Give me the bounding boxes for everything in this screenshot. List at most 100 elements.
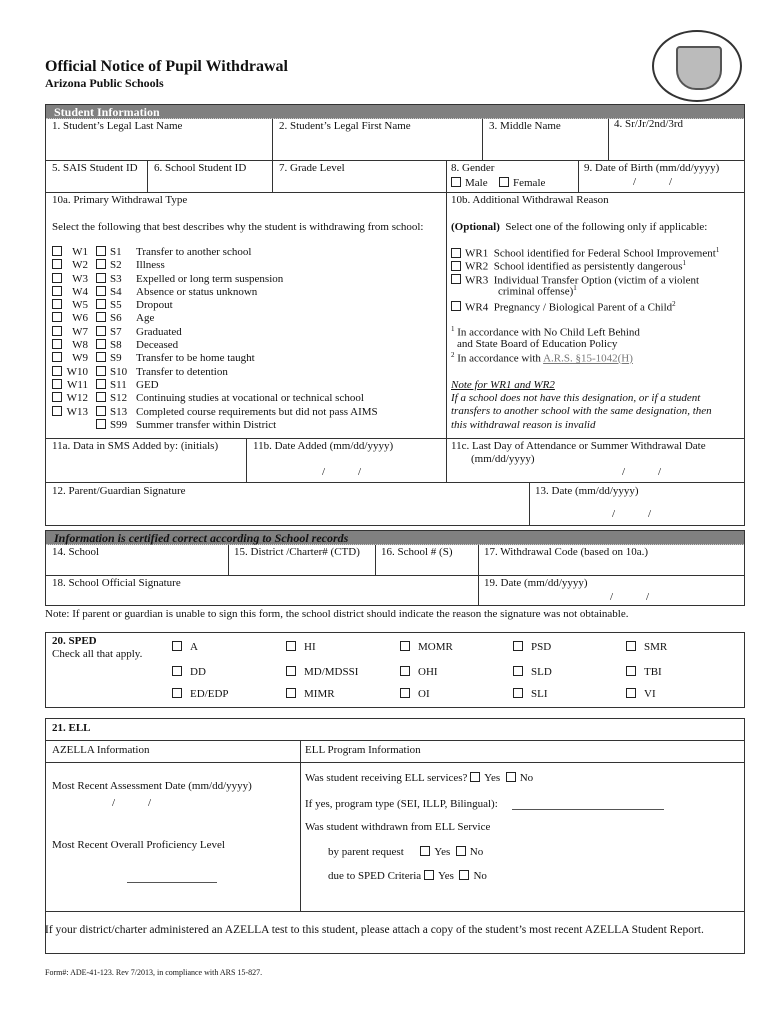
sped-option[interactable]: ED/EDP bbox=[172, 688, 229, 700]
s-option[interactable]: S2 Illness bbox=[96, 259, 378, 272]
checkbox[interactable] bbox=[513, 688, 523, 698]
suffix-field[interactable]: 4. Sr/Jr/2nd/3rd bbox=[614, 118, 684, 130]
gender-male-option[interactable]: Male bbox=[451, 177, 488, 189]
w-option[interactable]: W10 bbox=[52, 365, 92, 379]
ell-services-no-checkbox[interactable] bbox=[505, 772, 516, 782]
withdrawal-code-field[interactable]: 17. Withdrawal Code (based on 10a.) bbox=[484, 546, 649, 558]
checkbox[interactable] bbox=[52, 312, 62, 323]
assessment-date-field[interactable]: / / bbox=[112, 797, 152, 809]
sped-option[interactable]: SMR bbox=[626, 641, 667, 653]
sped-option[interactable]: TBI bbox=[626, 666, 662, 678]
checkbox[interactable] bbox=[96, 418, 106, 429]
s-option[interactable]: S4 Absence or status unknown bbox=[96, 285, 378, 299]
program-type-field[interactable] bbox=[512, 809, 664, 810]
school-id-field[interactable]: 6. School Student ID bbox=[154, 162, 247, 174]
checkbox[interactable] bbox=[52, 378, 62, 389]
s-option[interactable]: S9 Transfer to be home taught bbox=[96, 352, 378, 365]
checkbox[interactable] bbox=[286, 666, 296, 676]
parent-signature-field[interactable]: 12. Parent/Guardian Signature bbox=[52, 485, 186, 497]
wr-option[interactable]: WR4 Pregnancy / Biological Parent of a C… bbox=[451, 298, 719, 313]
sais-id-field[interactable]: 5. SAIS Student ID bbox=[52, 162, 138, 174]
w-option[interactable]: W7 bbox=[52, 325, 92, 339]
s-option[interactable]: S99 Summer transfer within District bbox=[96, 418, 378, 432]
school-number-field[interactable]: 16. School # (S) bbox=[381, 546, 453, 558]
middle-name-field[interactable]: 3. Middle Name bbox=[489, 120, 561, 132]
checkbox[interactable] bbox=[451, 274, 461, 285]
school-field[interactable]: 14. School bbox=[52, 546, 100, 558]
ars-link[interactable]: A.R.S. §15-1042(H) bbox=[543, 352, 633, 365]
checkbox[interactable] bbox=[52, 272, 62, 283]
ell-services-yes-checkbox[interactable] bbox=[470, 772, 481, 782]
w-option[interactable]: W2 bbox=[52, 259, 92, 272]
checkbox[interactable] bbox=[52, 405, 62, 416]
checkbox[interactable] bbox=[172, 666, 182, 676]
grade-level-field[interactable]: 7. Grade Level bbox=[279, 162, 345, 174]
date-added-field[interactable]: 11b. Date Added (mm/dd/yyyy) bbox=[253, 440, 394, 452]
s-option[interactable]: S1 Transfer to another school bbox=[96, 246, 378, 259]
checkbox[interactable] bbox=[52, 339, 62, 350]
sped-yes-checkbox[interactable] bbox=[423, 870, 434, 880]
sped-option[interactable]: MOMR bbox=[400, 641, 453, 653]
wr-option[interactable]: WR2 School identified as persistently da… bbox=[451, 257, 719, 273]
w-option[interactable]: W13 bbox=[52, 405, 92, 419]
s-option[interactable]: S12 Continuing studies at vocational or t… bbox=[96, 392, 378, 405]
dob-field[interactable]: / / bbox=[633, 176, 673, 188]
s-option[interactable]: S6 Age bbox=[96, 312, 378, 325]
checkbox[interactable] bbox=[96, 246, 106, 256]
gender-female-option[interactable]: Female bbox=[499, 177, 545, 189]
checkbox[interactable] bbox=[96, 325, 106, 336]
sms-added-by-field[interactable]: 11a. Data in SMS Added by: (initials) bbox=[52, 440, 219, 452]
w-option[interactable]: W9 bbox=[52, 352, 92, 365]
checkbox[interactable] bbox=[626, 688, 636, 698]
checkbox[interactable] bbox=[172, 688, 182, 698]
checkbox[interactable] bbox=[400, 641, 410, 651]
checkbox[interactable] bbox=[513, 641, 523, 651]
last-attendance-field[interactable]: 11c. Last Day of Attendance or Summer Wi… bbox=[451, 440, 706, 452]
checkbox[interactable] bbox=[513, 666, 523, 676]
sped-option[interactable]: OHI bbox=[400, 666, 438, 678]
w-option[interactable]: W4 bbox=[52, 285, 92, 299]
sped-option[interactable]: SLD bbox=[513, 666, 552, 678]
checkbox[interactable] bbox=[172, 641, 182, 651]
sped-option[interactable]: MIMR bbox=[286, 688, 335, 700]
checkbox[interactable] bbox=[451, 177, 461, 187]
checkbox[interactable] bbox=[52, 259, 62, 270]
checkbox[interactable] bbox=[52, 392, 62, 403]
checkbox[interactable] bbox=[96, 259, 106, 270]
checkbox[interactable] bbox=[96, 312, 106, 323]
checkbox[interactable] bbox=[451, 301, 461, 312]
sped-option[interactable]: SLI bbox=[513, 688, 548, 700]
official-signature-field[interactable]: 18. School Official Signature bbox=[52, 577, 181, 589]
w-option[interactable]: W6 bbox=[52, 312, 92, 325]
checkbox[interactable] bbox=[626, 641, 636, 651]
sped-option[interactable]: DD bbox=[172, 666, 206, 678]
checkbox[interactable] bbox=[499, 177, 509, 187]
checkbox[interactable] bbox=[52, 352, 62, 363]
sped-option[interactable]: A bbox=[172, 641, 198, 653]
checkbox[interactable] bbox=[626, 666, 636, 676]
checkbox[interactable] bbox=[96, 392, 106, 403]
checkbox[interactable] bbox=[52, 246, 62, 256]
checkbox[interactable] bbox=[96, 378, 106, 389]
sped-no-checkbox[interactable] bbox=[459, 870, 470, 880]
proficiency-field[interactable] bbox=[127, 882, 217, 883]
w-option[interactable]: W8 bbox=[52, 339, 92, 352]
official-date-field[interactable]: 19. Date (mm/dd/yyyy) bbox=[484, 577, 588, 589]
checkbox[interactable] bbox=[96, 365, 106, 376]
sped-option[interactable]: HI bbox=[286, 641, 316, 653]
checkbox[interactable] bbox=[96, 285, 106, 296]
sped-option[interactable]: VI bbox=[626, 688, 656, 700]
first-name-field[interactable]: 2. Student’s Legal First Name bbox=[279, 120, 411, 132]
s-option[interactable]: S8 Deceased bbox=[96, 339, 378, 352]
checkbox[interactable] bbox=[451, 247, 461, 258]
w-option[interactable]: W3 bbox=[52, 272, 92, 286]
wr-option[interactable]: WR1 School identified for Federal School… bbox=[451, 244, 719, 260]
w-option[interactable]: W11 bbox=[52, 378, 92, 392]
checkbox[interactable] bbox=[96, 272, 106, 283]
checkbox[interactable] bbox=[96, 352, 106, 363]
s-option[interactable]: S5 Dropout bbox=[96, 299, 378, 312]
parent-date-field[interactable]: 13. Date (mm/dd/yyyy) bbox=[535, 485, 639, 497]
last-name-field[interactable]: 1. Student’s Legal Last Name bbox=[52, 120, 183, 132]
s-option[interactable]: S10 Transfer to detention bbox=[96, 365, 378, 379]
s-option[interactable]: S13 Completed course requirements but did… bbox=[96, 405, 378, 419]
